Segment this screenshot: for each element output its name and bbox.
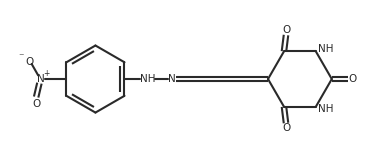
Text: O: O	[25, 57, 34, 67]
Text: +: +	[43, 69, 50, 78]
Text: NH: NH	[318, 104, 334, 114]
Text: O: O	[349, 74, 357, 84]
Text: N: N	[168, 74, 176, 84]
Text: O: O	[282, 25, 291, 35]
Text: NH: NH	[318, 44, 334, 54]
Text: ⁻: ⁻	[19, 52, 24, 62]
Text: O: O	[282, 123, 290, 133]
Text: O: O	[32, 99, 40, 109]
Text: NH: NH	[141, 74, 156, 84]
Text: N: N	[37, 74, 45, 84]
